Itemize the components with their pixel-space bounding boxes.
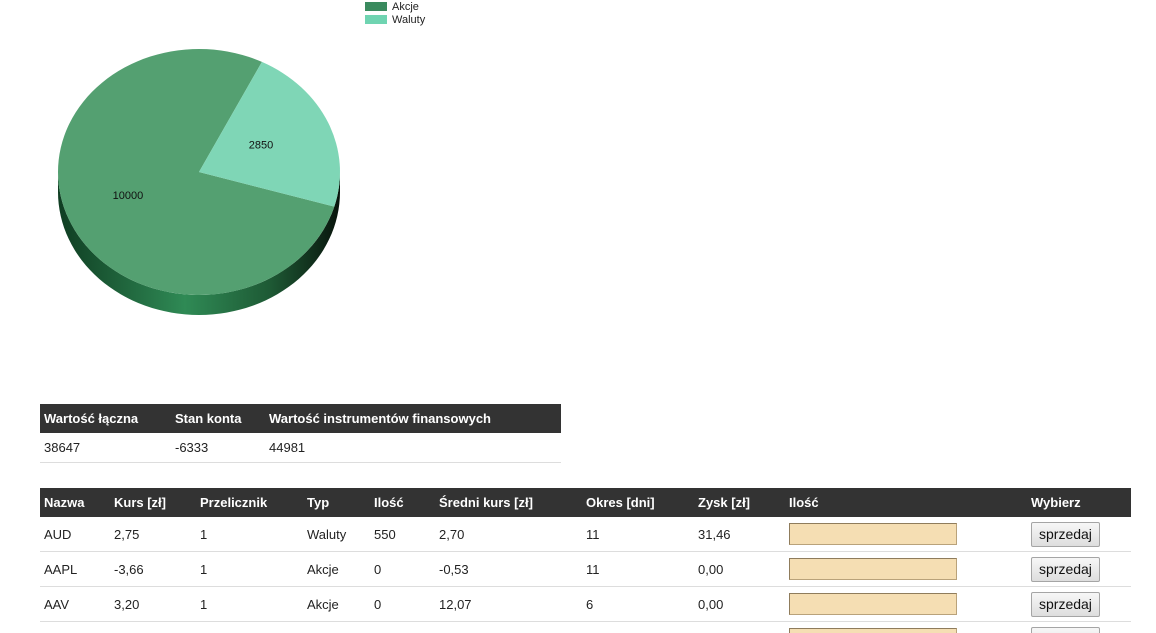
quantity-input[interactable] <box>789 558 957 580</box>
cell-quantity-input <box>785 551 1027 587</box>
cell-multiplier: 1 <box>196 551 303 587</box>
cell-quantity <box>370 621 435 633</box>
header-profit: Zysk [zł] <box>694 488 785 517</box>
table-row: AAV 3,20 1 Akcje 0 12,07 6 0,00 sprzedaj <box>40 586 1131 622</box>
slice-label-waluty: 2850 <box>249 139 273 151</box>
pie-labels: 10000 2850 <box>113 139 274 202</box>
cell-price: 2,75 <box>110 517 196 552</box>
header-quantity-input: Ilość <box>785 488 1027 517</box>
slice-label-akcje: 10000 <box>113 190 144 202</box>
cell-name: AAPL <box>40 551 110 587</box>
header-account-balance: Stan konta <box>171 404 265 433</box>
cell-type <box>303 621 370 633</box>
cell-period: 11 <box>582 517 694 552</box>
cell-select: sprzedaj <box>1027 517 1131 552</box>
cell-quantity-input <box>785 586 1027 622</box>
cell-select: sprzedaj <box>1027 586 1131 622</box>
cell-type: Akcje <box>303 551 370 587</box>
cell-price: 3,20 <box>110 586 196 622</box>
cell-period: 11 <box>582 551 694 587</box>
legend-label-waluty: Waluty <box>392 14 426 26</box>
cell-avg-price: -0,53 <box>435 551 582 587</box>
cell-period: 6 <box>582 586 694 622</box>
holdings-body: AUD 2,75 1 Waluty 550 2,70 11 31,46 sprzedaj AAPL… <box>40 517 1131 633</box>
account-balance: -6333 <box>171 433 265 463</box>
cell-quantity-input <box>785 621 1027 633</box>
cell-type: Akcje <box>303 586 370 622</box>
header-avg-price: Średni kurs [zł] <box>435 488 582 517</box>
header-multiplier: Przelicznik <box>196 488 303 517</box>
table-row: AAPL -3,66 1 Akcje 0 -0,53 11 0,00 sprzedaj <box>40 551 1131 587</box>
sell-button[interactable]: sprzedaj <box>1031 626 1100 633</box>
cell-select: sprzedaj <box>1027 621 1131 633</box>
sell-button[interactable]: sprzedaj <box>1031 591 1100 617</box>
cell-avg-price: 2,70 <box>435 517 582 552</box>
cell-quantity: 0 <box>370 551 435 587</box>
pie-side-wall <box>58 172 340 315</box>
sell-button[interactable]: sprzedaj <box>1031 521 1100 547</box>
header-total-value: Wartość łączna <box>40 404 171 433</box>
pie-3d-side <box>58 172 340 315</box>
summary-header-row: Wartość łączna Stan konta Wartość instru… <box>40 404 561 433</box>
cell-quantity: 0 <box>370 586 435 622</box>
header-price: Kurs [zł] <box>110 488 196 517</box>
holdings-table: Nazwa Kurs [zł] Przelicznik Typ Ilość Śr… <box>40 488 1131 633</box>
cell-price: -3,66 <box>110 551 196 587</box>
header-name: Nazwa <box>40 488 110 517</box>
pie-slices <box>57 49 340 296</box>
cell-profit: 31,46 <box>694 517 785 552</box>
quantity-input[interactable] <box>789 593 957 615</box>
cell-profit <box>694 621 785 633</box>
cell-avg-price: 12,07 <box>435 586 582 622</box>
cell-multiplier: 1 <box>196 586 303 622</box>
cell-multiplier: 1 <box>196 517 303 552</box>
instruments-value: 44981 <box>265 433 561 463</box>
cell-select: sprzedaj <box>1027 551 1131 587</box>
header-period: Okres [dni] <box>582 488 694 517</box>
summary-row: 38647 -6333 44981 <box>40 433 561 463</box>
cell-profit: 0,00 <box>694 551 785 587</box>
cell-type: Waluty <box>303 517 370 552</box>
header-select: Wybierz <box>1027 488 1131 517</box>
cell-quantity-input <box>785 517 1027 552</box>
header-quantity: Ilość <box>370 488 435 517</box>
header-instruments-value: Wartość instrumentów finansowych <box>265 404 561 433</box>
pie-slice-akcje <box>57 49 335 296</box>
total-value: 38647 <box>40 433 171 463</box>
pie-slice-waluty <box>199 61 340 207</box>
quantity-input[interactable] <box>789 628 957 633</box>
cell-period <box>582 621 694 633</box>
quantity-input[interactable] <box>789 523 957 545</box>
cell-quantity: 550 <box>370 517 435 552</box>
table-row: sprzedaj <box>40 621 1131 633</box>
cell-price <box>110 621 196 633</box>
cell-profit: 0,00 <box>694 586 785 622</box>
cell-name: AUD <box>40 517 110 552</box>
legend-swatch-waluty <box>365 15 387 24</box>
cell-name <box>40 621 110 633</box>
table-row: AUD 2,75 1 Waluty 550 2,70 11 31,46 sprzedaj <box>40 517 1131 552</box>
sell-button[interactable]: sprzedaj <box>1031 556 1100 582</box>
legend-label-akcje: Akcje <box>392 1 419 13</box>
cell-avg-price <box>435 621 582 633</box>
cell-multiplier <box>196 621 303 633</box>
header-type: Typ <box>303 488 370 517</box>
summary-table: Wartość łączna Stan konta Wartość instru… <box>40 404 561 463</box>
holdings-header-row: Nazwa Kurs [zł] Przelicznik Typ Ilość Śr… <box>40 488 1131 517</box>
cell-name: AAV <box>40 586 110 622</box>
legend-swatch-akcje <box>365 2 387 11</box>
